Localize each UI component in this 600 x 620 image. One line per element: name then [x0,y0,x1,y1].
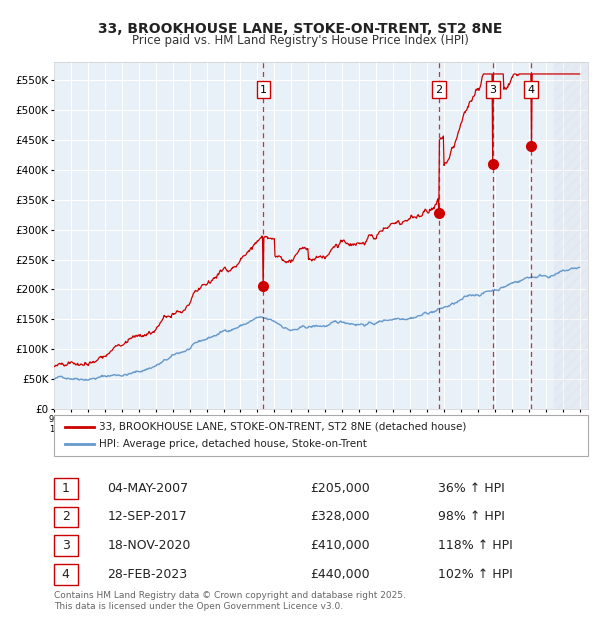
Text: 18-NOV-2020: 18-NOV-2020 [107,539,191,552]
Bar [554,62,588,409]
Text: 118% ↑ HPI: 118% ↑ HPI [439,539,513,552]
Text: 2: 2 [435,85,442,95]
Text: 2: 2 [62,510,70,523]
FancyBboxPatch shape [54,478,78,498]
Text: Contains HM Land Registry data © Crown copyright and database right 2025.
This d: Contains HM Land Registry data © Crown c… [54,591,406,611]
Text: 33, BROOKHOUSE LANE, STOKE-ON-TRENT, ST2 8NE (detached house): 33, BROOKHOUSE LANE, STOKE-ON-TRENT, ST2… [100,422,467,432]
Text: Price paid vs. HM Land Registry's House Price Index (HPI): Price paid vs. HM Land Registry's House … [131,34,469,47]
Text: 1: 1 [260,85,267,95]
Text: 04-MAY-2007: 04-MAY-2007 [107,482,188,495]
FancyBboxPatch shape [54,535,78,556]
Text: 102% ↑ HPI: 102% ↑ HPI [439,568,513,581]
FancyBboxPatch shape [54,507,78,527]
Text: 12-SEP-2017: 12-SEP-2017 [107,510,187,523]
Text: £205,000: £205,000 [310,482,370,495]
FancyBboxPatch shape [54,415,588,456]
Text: 33, BROOKHOUSE LANE, STOKE-ON-TRENT, ST2 8NE: 33, BROOKHOUSE LANE, STOKE-ON-TRENT, ST2… [98,22,502,36]
Text: 28-FEB-2023: 28-FEB-2023 [107,568,188,581]
Text: 3: 3 [62,539,70,552]
Text: £410,000: £410,000 [310,539,370,552]
Text: 98% ↑ HPI: 98% ↑ HPI [439,510,505,523]
FancyBboxPatch shape [54,564,78,585]
Text: 4: 4 [528,85,535,95]
Text: HPI: Average price, detached house, Stoke-on-Trent: HPI: Average price, detached house, Stok… [100,440,367,450]
Text: 1: 1 [62,482,70,495]
Text: 4: 4 [62,568,70,581]
Text: £440,000: £440,000 [310,568,370,581]
Text: 36% ↑ HPI: 36% ↑ HPI [439,482,505,495]
Text: £328,000: £328,000 [310,510,370,523]
Text: 3: 3 [489,85,496,95]
